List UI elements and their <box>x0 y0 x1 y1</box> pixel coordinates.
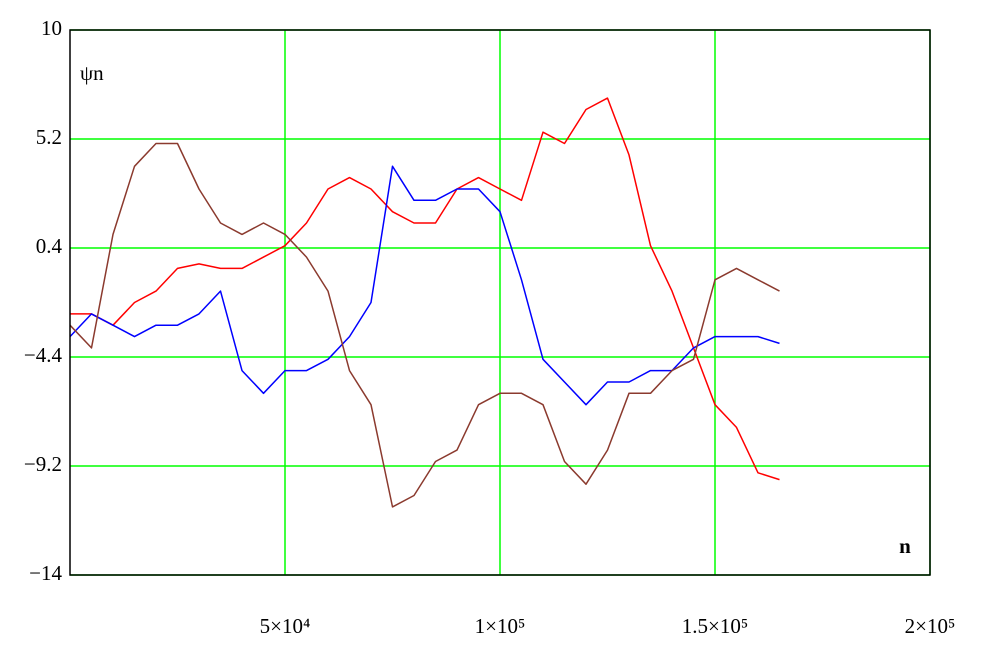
data-line <box>69 165 780 406</box>
y-tick-label: 0.4 <box>36 234 63 258</box>
y-tick-label: −9.2 <box>24 452 62 476</box>
x-tick-label: 1×10⁵ <box>475 614 526 638</box>
data-line <box>70 97 780 481</box>
data-line <box>69 142 780 508</box>
plot-border <box>69 29 931 576</box>
y-tick-label: −14 <box>29 561 62 585</box>
x-tick-label: 1.5×10⁵ <box>682 614 748 638</box>
y-tick-label: 5.2 <box>36 125 62 149</box>
x-tick-label: 2×10⁵ <box>905 614 956 638</box>
y-tick-label: −4.4 <box>24 343 63 367</box>
x-tick-label: 5×10⁴ <box>260 614 311 638</box>
x-axis-label: n <box>899 534 911 558</box>
y-axis-label: ψn <box>80 61 104 85</box>
y-tick-label: 10 <box>41 16 62 40</box>
